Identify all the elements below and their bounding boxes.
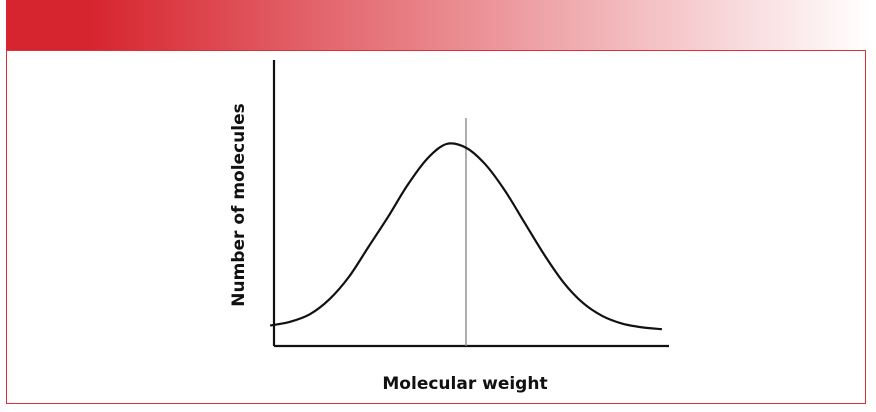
figure-frame bbox=[6, 50, 866, 404]
distribution-curve bbox=[269, 142, 663, 331]
header-gradient-band bbox=[6, 0, 870, 50]
y-axis-label: Number of molecules bbox=[229, 103, 249, 306]
x-axis-label: Molecular weight bbox=[382, 374, 547, 394]
